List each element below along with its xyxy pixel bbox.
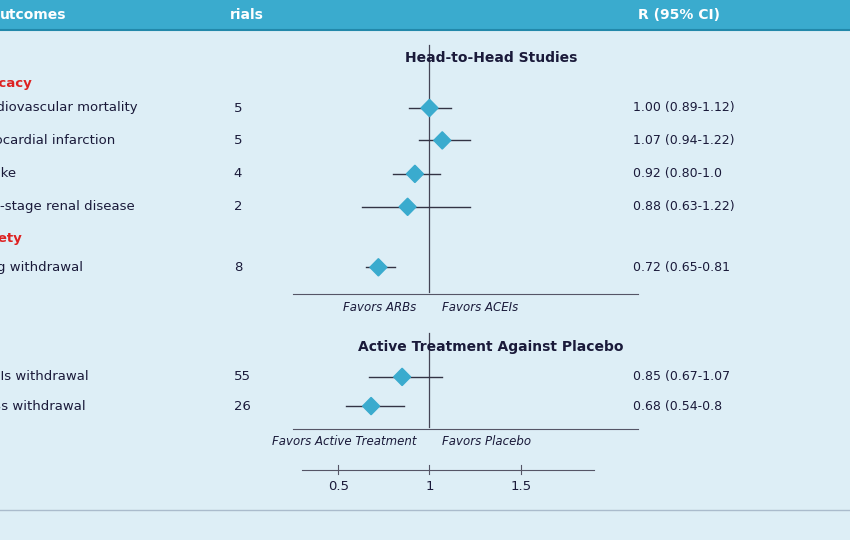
Text: rials: rials — [230, 8, 264, 22]
Text: Favors ARBs: Favors ARBs — [343, 301, 416, 314]
Text: 1.07 (0.94-1.22): 1.07 (0.94-1.22) — [633, 134, 734, 147]
Text: 1.5: 1.5 — [510, 480, 531, 492]
Polygon shape — [421, 99, 438, 117]
Text: Active Treatment Against Placebo: Active Treatment Against Placebo — [358, 340, 624, 354]
Text: Head-to-Head Studies: Head-to-Head Studies — [405, 51, 577, 65]
Text: 26: 26 — [234, 400, 251, 413]
Text: 1.00 (0.89-1.12): 1.00 (0.89-1.12) — [633, 102, 735, 114]
Text: ardiovascular mortality: ardiovascular mortality — [0, 102, 138, 114]
Polygon shape — [406, 165, 423, 183]
Text: 55: 55 — [234, 370, 251, 383]
Text: 8: 8 — [234, 261, 242, 274]
Text: utcomes: utcomes — [0, 8, 66, 22]
Bar — [0, 0, 850, 30]
Text: troke: troke — [0, 167, 17, 180]
Text: RBs withdrawal: RBs withdrawal — [0, 400, 86, 413]
Text: afety: afety — [0, 232, 22, 245]
Text: 2: 2 — [234, 200, 242, 213]
Text: 5: 5 — [234, 134, 242, 147]
Text: 0.5: 0.5 — [328, 480, 348, 492]
Text: 0.88 (0.63-1.22): 0.88 (0.63-1.22) — [633, 200, 735, 213]
Text: CEIs withdrawal: CEIs withdrawal — [0, 370, 88, 383]
Polygon shape — [370, 259, 387, 276]
Text: 0.72 (0.65-0.81: 0.72 (0.65-0.81 — [633, 261, 730, 274]
Text: rug withdrawal: rug withdrawal — [0, 261, 83, 274]
Polygon shape — [434, 132, 450, 149]
Polygon shape — [363, 397, 380, 415]
Text: fficacy: fficacy — [0, 77, 33, 90]
Text: 0.68 (0.54-0.8⁠: 0.68 (0.54-0.8⁠ — [633, 400, 722, 413]
Text: lyocardial infarction: lyocardial infarction — [0, 134, 116, 147]
Text: 1: 1 — [425, 480, 434, 492]
Text: 5: 5 — [234, 102, 242, 114]
Text: Favors Placebo: Favors Placebo — [442, 435, 531, 448]
Text: 0.85 (0.67-1.07: 0.85 (0.67-1.07 — [633, 370, 730, 383]
Text: R (95% CI): R (95% CI) — [638, 8, 719, 22]
Polygon shape — [394, 368, 411, 386]
Text: Favors Active Treatment: Favors Active Treatment — [272, 435, 416, 448]
Text: 0.92 (0.80-1.0⁠: 0.92 (0.80-1.0⁠ — [633, 167, 722, 180]
Text: Favors ACEIs: Favors ACEIs — [442, 301, 518, 314]
Text: nd-stage renal disease: nd-stage renal disease — [0, 200, 135, 213]
Polygon shape — [400, 198, 416, 215]
Text: 4: 4 — [234, 167, 242, 180]
